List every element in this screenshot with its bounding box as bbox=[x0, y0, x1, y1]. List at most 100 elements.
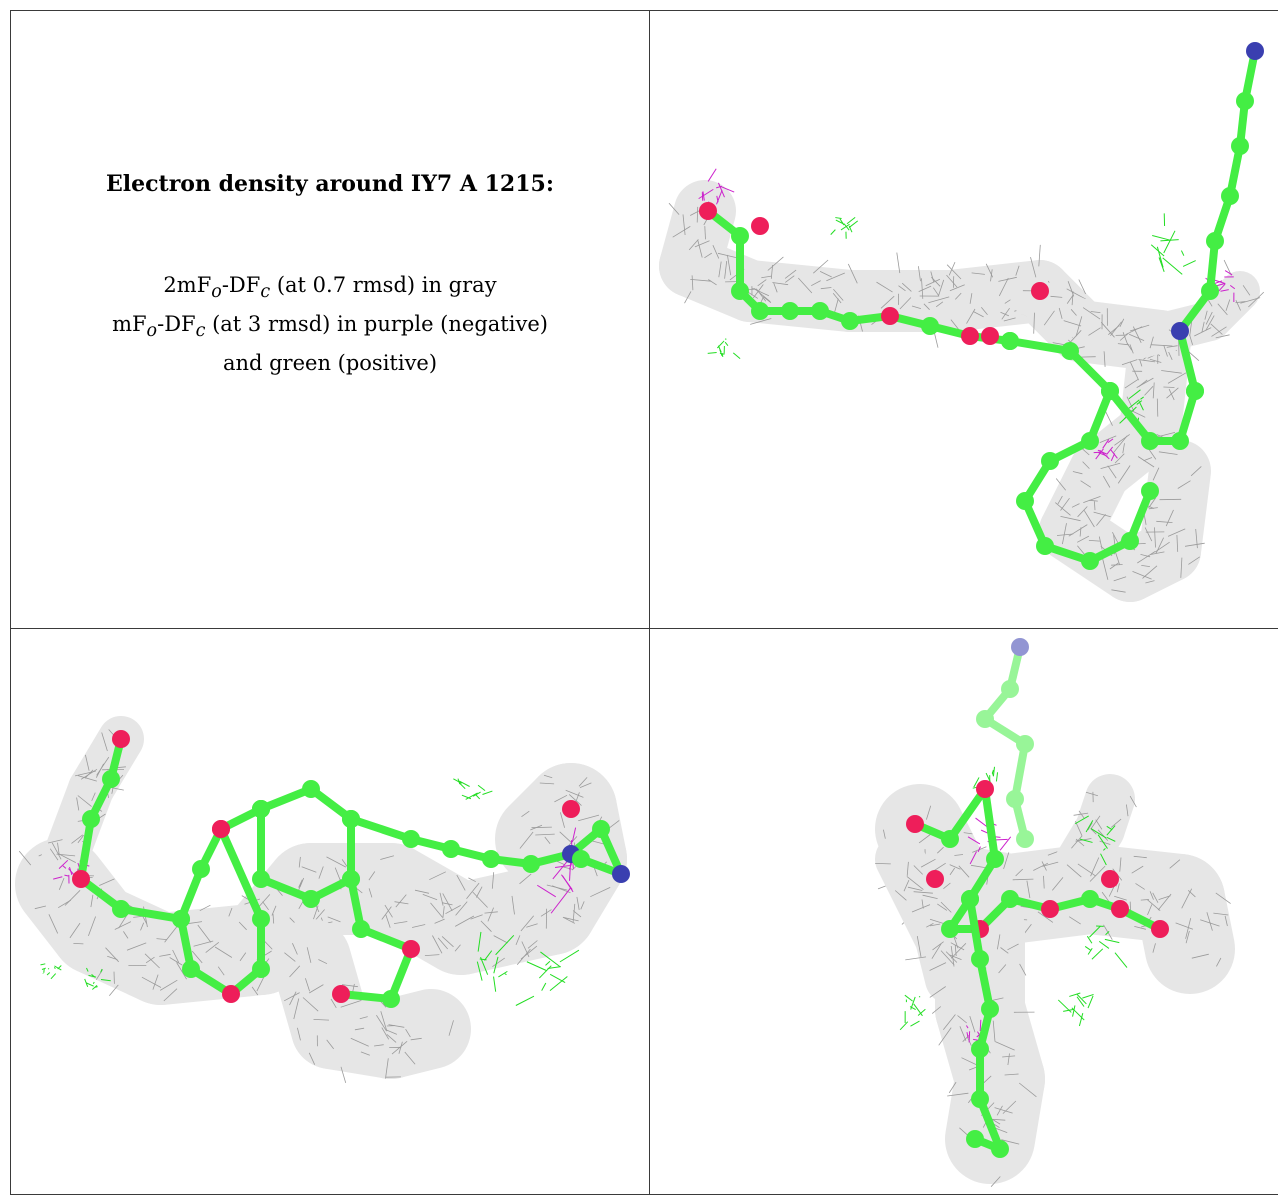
atom bbox=[966, 1130, 984, 1148]
atom bbox=[1236, 92, 1254, 110]
atom bbox=[342, 810, 360, 828]
atom bbox=[991, 1140, 1009, 1158]
atom bbox=[751, 217, 769, 235]
atom bbox=[252, 910, 270, 928]
positive-density bbox=[831, 217, 858, 238]
atom bbox=[1111, 900, 1129, 918]
atom bbox=[981, 1000, 999, 1018]
atom bbox=[976, 780, 994, 798]
caption-title: Electron density around IY7 A 1215: bbox=[11, 171, 649, 197]
atom bbox=[1016, 492, 1034, 510]
atom bbox=[302, 780, 320, 798]
atom bbox=[402, 830, 420, 848]
bond bbox=[351, 819, 411, 839]
atom bbox=[731, 227, 749, 245]
gray-mesh bbox=[284, 943, 453, 1083]
atom bbox=[981, 327, 999, 345]
positive-density bbox=[1151, 213, 1195, 274]
molecule-render-1 bbox=[650, 11, 1278, 628]
atom bbox=[699, 202, 717, 220]
atom bbox=[1141, 482, 1159, 500]
positive-density bbox=[453, 779, 492, 800]
atom bbox=[921, 317, 939, 335]
atom bbox=[1081, 552, 1099, 570]
atom bbox=[1171, 322, 1189, 340]
atom bbox=[1061, 342, 1079, 360]
atom bbox=[1101, 870, 1119, 888]
atom bbox=[1246, 42, 1264, 60]
atom bbox=[811, 302, 829, 320]
atom bbox=[1101, 382, 1119, 400]
atom bbox=[332, 985, 350, 1003]
positive-density bbox=[40, 964, 61, 979]
caption-line-fo-fc: mFo-DFc (at 3 rmsd) in purple (negative) bbox=[11, 308, 649, 347]
atom bbox=[402, 940, 420, 958]
atom bbox=[1041, 452, 1059, 470]
atom bbox=[1001, 890, 1019, 908]
atom bbox=[961, 327, 979, 345]
atom bbox=[562, 800, 580, 818]
atom bbox=[182, 960, 200, 978]
atom bbox=[1081, 890, 1099, 908]
positive-density bbox=[1058, 993, 1093, 1026]
atom bbox=[1081, 432, 1099, 450]
atom bbox=[442, 840, 460, 858]
atom bbox=[841, 312, 859, 330]
caption-lines: 2mFo-DFc (at 0.7 rmsd) in gray mFo-DFc (… bbox=[11, 269, 649, 379]
atom bbox=[522, 855, 540, 873]
positive-density bbox=[708, 339, 740, 359]
atom bbox=[1186, 382, 1204, 400]
atom bbox=[1001, 332, 1019, 350]
atom bbox=[881, 307, 899, 325]
atom bbox=[1201, 282, 1219, 300]
positive-density bbox=[900, 995, 925, 1030]
atom bbox=[192, 860, 210, 878]
atom bbox=[252, 800, 270, 818]
density-view-bottom-left bbox=[11, 629, 650, 1195]
atom bbox=[72, 870, 90, 888]
atom bbox=[971, 950, 989, 968]
faded-side-chain bbox=[976, 638, 1034, 848]
atom bbox=[941, 830, 959, 848]
atom bbox=[222, 985, 240, 1003]
atom bbox=[102, 770, 120, 788]
atom bbox=[906, 815, 924, 833]
atom bbox=[961, 890, 979, 908]
atom bbox=[112, 900, 130, 918]
atom bbox=[731, 282, 749, 300]
atom bbox=[1231, 137, 1249, 155]
atom bbox=[781, 302, 799, 320]
atom bbox=[1221, 187, 1239, 205]
atom bbox=[971, 1090, 989, 1108]
atom bbox=[1141, 432, 1159, 450]
gray-mesh bbox=[669, 203, 1205, 592]
atom bbox=[1036, 537, 1054, 555]
atom bbox=[926, 870, 944, 888]
atom bbox=[1151, 920, 1169, 938]
atom bbox=[941, 920, 959, 938]
density-view-bottom-right bbox=[650, 629, 1278, 1195]
caption-line-2fo-fc: 2mFo-DFc (at 0.7 rmsd) in gray bbox=[11, 269, 649, 308]
atom bbox=[112, 730, 130, 748]
caption-cell: Electron density around IY7 A 1215: 2mFo… bbox=[11, 11, 650, 629]
atom bbox=[342, 870, 360, 888]
atom bbox=[592, 820, 610, 838]
atom bbox=[482, 850, 500, 868]
caption-line-positive: and green (positive) bbox=[11, 347, 649, 379]
atom bbox=[172, 910, 190, 928]
atom bbox=[1121, 532, 1139, 550]
molecule-render-2 bbox=[11, 629, 649, 1194]
atom bbox=[352, 920, 370, 938]
atom bbox=[971, 1040, 989, 1058]
atom bbox=[1206, 232, 1224, 250]
atom bbox=[572, 850, 590, 868]
atom bbox=[986, 850, 1004, 868]
atom bbox=[1031, 282, 1049, 300]
figure-grid: Electron density around IY7 A 1215: 2mFo… bbox=[10, 10, 1278, 1195]
atom bbox=[1041, 900, 1059, 918]
atom bbox=[612, 865, 630, 883]
atom bbox=[1171, 432, 1189, 450]
bond bbox=[985, 789, 995, 859]
atom bbox=[252, 870, 270, 888]
atom bbox=[751, 302, 769, 320]
